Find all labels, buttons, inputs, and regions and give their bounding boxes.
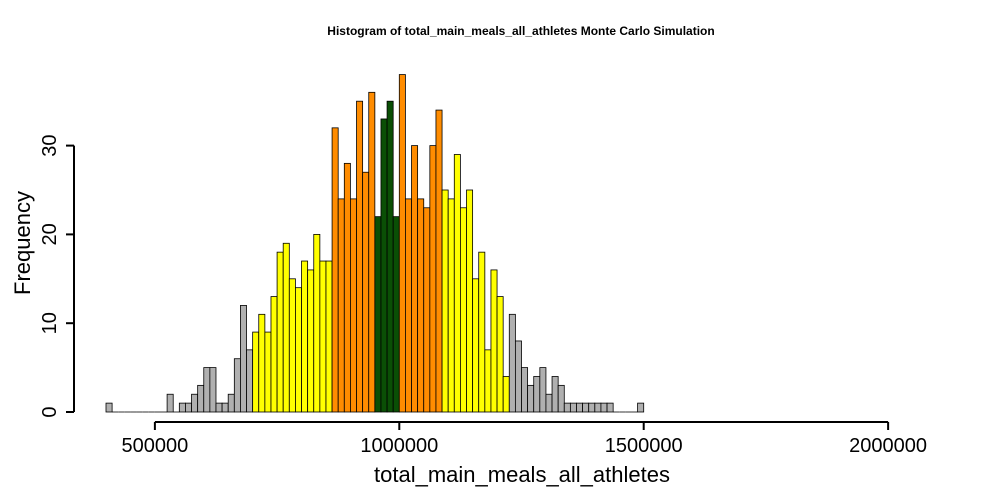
histogram-bar: [435, 109, 443, 413]
histogram-bar: [252, 331, 260, 413]
histogram-bar: [502, 376, 510, 413]
histogram-bar: [459, 207, 467, 413]
y-tick-label: 30: [39, 134, 61, 156]
histogram-bar: [362, 171, 370, 413]
histogram-bar: [423, 207, 431, 413]
histogram-bar: [478, 251, 486, 413]
histogram-bar: [398, 74, 406, 413]
histogram-bar: [240, 305, 247, 413]
histogram-bar: [356, 100, 364, 413]
x-tick-label: 500000: [122, 435, 189, 457]
histogram-bar: [282, 242, 290, 413]
histogram-bar: [331, 127, 339, 413]
histogram-bar: [429, 145, 437, 413]
y-tick-label: 0: [39, 406, 61, 417]
histogram-bar: [246, 349, 254, 413]
histogram-bar: [350, 198, 357, 413]
histogram-bar: [191, 393, 199, 413]
histogram-bar: [374, 216, 382, 413]
histogram-bar: [545, 393, 553, 413]
histogram-bar: [307, 269, 315, 413]
histogram-bar: [325, 260, 333, 413]
histogram-bar: [264, 331, 272, 413]
histogram-bar: [472, 278, 480, 413]
histogram-bar: [521, 367, 529, 413]
x-tick-label: 2000000: [849, 435, 927, 457]
histogram-bar: [441, 189, 449, 413]
histogram-bar: [496, 296, 504, 413]
histogram-bar: [166, 393, 174, 413]
x-tick-label: 1000000: [360, 435, 438, 457]
histogram-bar: [258, 313, 266, 413]
histogram-bar: [411, 145, 419, 413]
histogram-bar: [392, 216, 400, 413]
histogram-bar: [557, 384, 565, 413]
histogram-bar: [563, 402, 571, 413]
histogram-bar: [447, 198, 455, 413]
histogram-bar: [527, 384, 535, 413]
histogram-bar: [551, 376, 559, 413]
histogram-bar: [185, 402, 192, 413]
histogram-bar: [533, 376, 541, 413]
histogram-bar: [514, 340, 522, 413]
histogram-bar: [582, 402, 590, 413]
histogram-bar: [539, 367, 547, 413]
histogram-bar: [588, 402, 596, 413]
histogram-bar: [405, 198, 412, 413]
histogram-bar: [490, 269, 498, 413]
histogram-bar: [337, 198, 345, 413]
histogram-bar: [594, 402, 602, 413]
chart-title: Histogram of total_main_meals_all_athlet…: [327, 24, 714, 38]
x-tick-label: 1500000: [605, 435, 683, 457]
bars-group: [105, 74, 645, 413]
histogram-bar: [105, 402, 113, 413]
y-axis: 0 10 20 30: [39, 134, 75, 418]
histogram-bar: [380, 118, 388, 413]
histogram-bar: [313, 233, 321, 413]
histogram-bar: [466, 189, 474, 413]
histogram-bar: [343, 162, 351, 413]
histogram-bar: [215, 402, 223, 413]
histogram-bar: [319, 260, 327, 413]
y-tick-label: 10: [39, 312, 61, 334]
x-axis: 500000 1000000 1500000 2000000: [122, 421, 927, 457]
histogram-bar: [209, 367, 217, 413]
histogram-bar: [368, 91, 376, 413]
histogram-bar: [221, 402, 229, 413]
histogram-bar: [301, 260, 309, 413]
histogram-bar: [270, 296, 278, 413]
histogram-bar: [569, 402, 577, 413]
histogram-bar: [276, 251, 284, 413]
histogram-bar: [295, 287, 302, 413]
y-axis-label: Frequency: [10, 191, 35, 295]
histogram-bar: [386, 100, 394, 413]
histogram-bar: [576, 402, 584, 413]
histogram-bar: [417, 198, 425, 413]
histogram-bar: [197, 384, 205, 413]
histogram-bar: [600, 402, 608, 413]
histogram-bar: [508, 313, 516, 413]
histogram-bar: [203, 367, 211, 413]
histogram-bar: [606, 402, 614, 413]
histogram-bar: [484, 349, 492, 413]
histogram-bar: [227, 393, 235, 413]
histogram-bar: [637, 402, 645, 413]
x-axis-label: total_main_meals_all_athletes: [374, 462, 670, 487]
histogram-bar: [288, 278, 296, 413]
histogram-bar: [178, 402, 186, 413]
histogram-bar: [453, 154, 461, 413]
histogram-bar: [233, 358, 241, 413]
y-tick-label: 20: [39, 223, 61, 245]
